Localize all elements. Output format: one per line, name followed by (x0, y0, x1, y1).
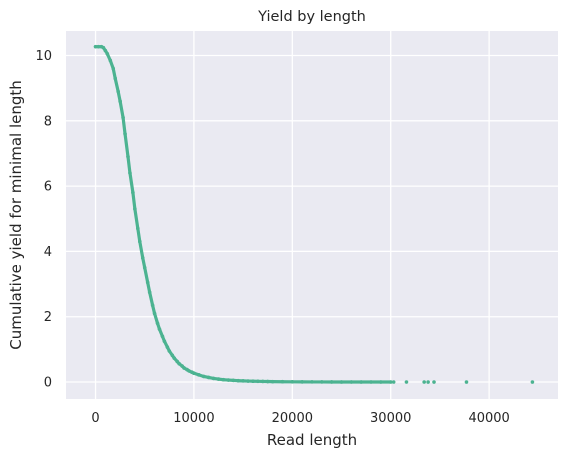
data-density-segment (126, 155, 132, 175)
data-point (432, 380, 436, 384)
x-tick-label: 30000 (370, 411, 411, 426)
y-tick-label: 2 (44, 310, 52, 325)
data-density-segment (131, 191, 137, 211)
x-tick-label: 40000 (468, 411, 509, 426)
y-tick-label: 8 (44, 114, 52, 129)
data-density-segment (118, 99, 125, 120)
y-tick-label: 6 (44, 180, 52, 195)
data-point (530, 380, 535, 384)
data-density-segment (128, 171, 135, 195)
data-point (391, 380, 396, 384)
data-density-segment (123, 132, 130, 159)
data-density-segment (113, 76, 120, 94)
data-density-segment (136, 226, 142, 244)
data-density-segment (148, 290, 155, 307)
plot-background (66, 31, 558, 399)
tick-layer: 0 10000 20000 30000 40000 0 2 4 6 8 10 (35, 49, 509, 426)
x-axis-label: Read length (267, 431, 357, 449)
y-axis-label: Cumulative yield for minimal length (7, 80, 25, 350)
data-point (404, 380, 409, 384)
y-tick-label: 0 (44, 376, 52, 391)
y-tick-label: 10 (35, 49, 52, 64)
y-tick-label: 4 (44, 245, 52, 260)
x-tick-label: 20000 (272, 411, 313, 426)
x-tick-label: 10000 (173, 411, 214, 426)
data-density-segment (133, 207, 140, 231)
data-density-segment (143, 266, 150, 285)
data-point (464, 380, 469, 384)
data-density-segment (138, 240, 145, 260)
data-point (426, 380, 430, 384)
x-tick-label: 0 (91, 411, 99, 426)
data-point (422, 380, 426, 384)
chart-title: Yield by length (257, 9, 366, 25)
data-density-segment (121, 115, 127, 136)
data-point (388, 380, 393, 384)
data-layer (93, 44, 535, 384)
